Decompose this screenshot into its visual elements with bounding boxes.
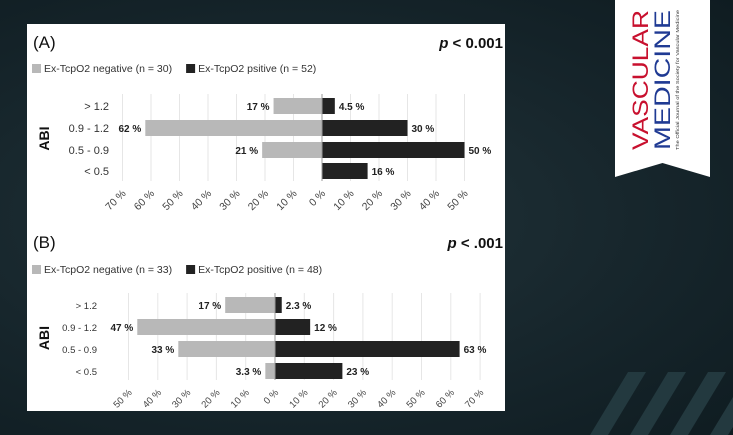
chart1-data-label-negative: 17 % [247,102,270,113]
chart2-data-label-negative: 47 % [110,323,133,334]
chart1-legend-label: Ex-TcpO2 psitive (n = 52) [198,63,316,75]
chart2-data-label-negative: 17 % [198,301,221,312]
chart1-tick-label: 10 % [331,188,356,213]
chart1-tick-label: 10 % [274,188,299,213]
chart1-tick-label: 30 % [217,188,242,213]
journal-ribbon [615,0,710,177]
chart2-bar-positive [275,297,282,313]
chart1-bar-positive [322,142,465,158]
chart2-data-label-positive: 63 % [464,345,487,356]
chart2-legend-label: Ex-TcpO2 positive (n = 48) [198,264,322,276]
chart2-data-label-positive: 23 % [346,367,369,378]
chart2-panel-label: (B) [33,233,56,252]
stripe-shape [590,372,646,435]
chart2-tick-label: 10 % [229,387,252,410]
chart1-category-label: < 0.5 [84,166,109,178]
chart1-tick-label: 0 % [307,188,328,209]
chart1-y-axis-label: ABI [36,126,52,150]
chart1-bar-positive [322,163,368,179]
chart2-tick-label: 70 % [463,387,486,410]
chart2-data-label-negative: 33 % [152,345,175,356]
chart1-p-value: p < 0.001 [438,35,503,52]
chart2-bar-positive [275,341,460,357]
chart1-legend-swatch [32,64,41,73]
chart1-tick-label: 50 % [445,188,470,213]
chart2-tick-label: 20 % [199,387,222,410]
chart2-tick-label: 10 % [287,387,310,410]
figure-panel: (A) p < 0.001 Ex-TcpO2 negative (n = 30) Ex… [27,24,505,411]
journal-badge: VASCULAR MEDICINE The Official Journal o… [615,0,710,177]
chart2-legend-swatch [186,265,196,274]
chart2-bar-positive [275,363,343,379]
chart2-tick-label: 50 % [405,387,428,410]
stripe-shape [630,372,686,435]
chart2-tick-label: 0 % [262,387,282,407]
journal-name-line1: VASCULAR [628,10,653,150]
chart2-tick-label: 50 % [112,387,135,410]
chart1-tick-label: 20 % [246,188,271,213]
chart1-category-label: 0.9 - 1.2 [69,123,109,135]
chart1-tick-label: 30 % [388,188,413,213]
stripe-shape [670,372,726,435]
chart2-legend-label: Ex-TcpO2 negative (n = 33) [44,264,172,276]
chart1-data-label-negative: 21 % [235,146,258,157]
chart2-p-value: p < .001 [447,235,503,252]
chart2-category-label: 0.5 - 0.9 [62,345,97,356]
chart2-tick-label: 30 % [170,387,193,410]
chart2-tick-label: 20 % [317,387,340,410]
chart1-legend-label: Ex-TcpO2 negative (n = 30) [44,63,172,75]
chart1-tick-label: 70 % [103,188,128,213]
chart1-bar-negative [262,142,322,158]
chart2-category-label: > 1.2 [76,301,97,312]
chart2-y-axis-label: ABI [36,326,52,350]
chart1-data-label-positive: 16 % [372,167,395,178]
chart2-tick-label: 40 % [375,387,398,410]
chart1-tick-label: 50 % [160,188,185,213]
stripe-shape [710,397,733,435]
journal-tagline: The Official Journal of the Society for … [675,9,680,150]
chart2-bar-negative [225,297,275,313]
chart2-data-label-positive: 2.3 % [286,301,312,312]
chart1-tick-label: 60 % [132,188,157,213]
chart1-bar-positive [322,98,335,114]
chart1-tick-label: 40 % [189,188,214,213]
chart1-data-label-positive: 50 % [469,146,492,157]
chart2-bar-positive [275,319,311,335]
chart2-bar-negative [137,319,275,335]
chart1-data-label-negative: 62 % [119,124,142,135]
chart1-data-label-positive: 30 % [412,124,435,135]
decorative-stripes [590,372,733,435]
chart2-data-label-positive: 12 % [314,323,337,334]
chart1-bar-negative [273,98,322,114]
chart2-data-label-negative: 3.3 % [236,367,262,378]
chart1-bar-positive [322,120,408,136]
chart1-bar-negative [145,120,322,136]
figure-svg: (A) p < 0.001 Ex-TcpO2 negative (n = 30) Ex… [32,33,503,410]
chart2-tick-label: 40 % [141,387,164,410]
chart2-tick-label: 60 % [434,387,457,410]
chart1-tick-label: 20 % [360,188,385,213]
chart2-bar-negative [178,341,275,357]
chart2-tick-label: 30 % [346,387,369,410]
chart2-legend-swatch [32,265,41,274]
chart1-data-label-positive: 4.5 % [339,102,365,113]
chart2-category-label: 0.9 - 1.2 [62,323,97,334]
chart2-category-label: < 0.5 [76,367,97,378]
chart1-category-label: > 1.2 [84,101,109,113]
journal-name-line2: MEDICINE [650,10,675,150]
chart1-panel-label: (A) [33,33,56,52]
chart1-legend-swatch [186,64,196,73]
chart1-category-label: 0.5 - 0.9 [69,145,109,157]
chart2-bar-negative [265,363,275,379]
chart1-tick-label: 40 % [417,188,442,213]
